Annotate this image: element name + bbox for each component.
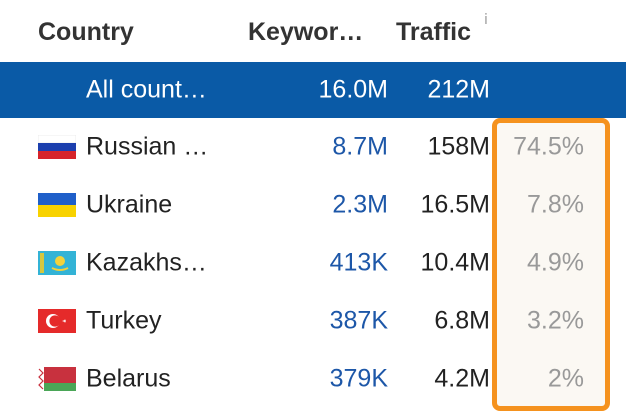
percent-value: 2% <box>548 365 584 394</box>
kazakhstan-flag-icon <box>38 251 76 275</box>
traffic-value: 10.4M <box>421 249 490 278</box>
traffic-value: 212M <box>427 76 490 105</box>
keywords-value[interactable]: 379K <box>330 365 388 394</box>
traffic-value: 16.5M <box>421 191 490 220</box>
ukraine-flag-icon <box>38 193 76 217</box>
belarus-flag-icon <box>38 367 76 391</box>
russia-flag-icon <box>38 135 76 159</box>
traffic-value: 158M <box>427 133 490 162</box>
percent-value: 7.8% <box>527 191 584 220</box>
keywords-value[interactable]: 2.3M <box>332 191 388 220</box>
country-name[interactable]: Turkey <box>86 307 161 336</box>
table-row-all-countries[interactable]: All count… 16.0M 212M <box>0 62 626 118</box>
table-row[interactable]: Kazakhs… 413K 10.4M 4.9% <box>0 234 626 292</box>
keywords-value[interactable]: 8.7M <box>332 133 388 162</box>
column-header-traffic[interactable]: Traffic <box>396 18 471 47</box>
keywords-value[interactable]: 413K <box>330 249 388 278</box>
table-header: Country Keywor… Traffic i <box>0 0 626 62</box>
table-row[interactable]: Ukraine 2.3M 16.5M 7.8% <box>0 176 626 234</box>
percent-value: 3.2% <box>527 307 584 336</box>
table-row[interactable]: Belarus 379K 4.2M 2% <box>0 350 626 408</box>
traffic-value: 6.8M <box>434 307 490 336</box>
percent-value: 4.9% <box>527 249 584 278</box>
table-row[interactable]: Turkey 387K 6.8M 3.2% <box>0 292 626 350</box>
country-name[interactable]: Ukraine <box>86 191 172 220</box>
country-name[interactable]: Kazakhs… <box>86 249 207 278</box>
country-name[interactable]: Belarus <box>86 365 171 394</box>
table-row[interactable]: Russian … 8.7M 158M 74.5% <box>0 118 626 176</box>
country-name: All count… <box>86 76 207 105</box>
column-header-country[interactable]: Country <box>38 18 134 47</box>
keywords-value[interactable]: 387K <box>330 307 388 336</box>
info-icon[interactable]: i <box>484 12 488 28</box>
traffic-value: 4.2M <box>434 365 490 394</box>
percent-value: 74.5% <box>513 133 584 162</box>
column-header-keywords[interactable]: Keywor… <box>248 18 363 47</box>
country-name[interactable]: Russian … <box>86 133 208 162</box>
keywords-value: 16.0M <box>319 76 388 105</box>
turkey-flag-icon <box>38 309 76 333</box>
